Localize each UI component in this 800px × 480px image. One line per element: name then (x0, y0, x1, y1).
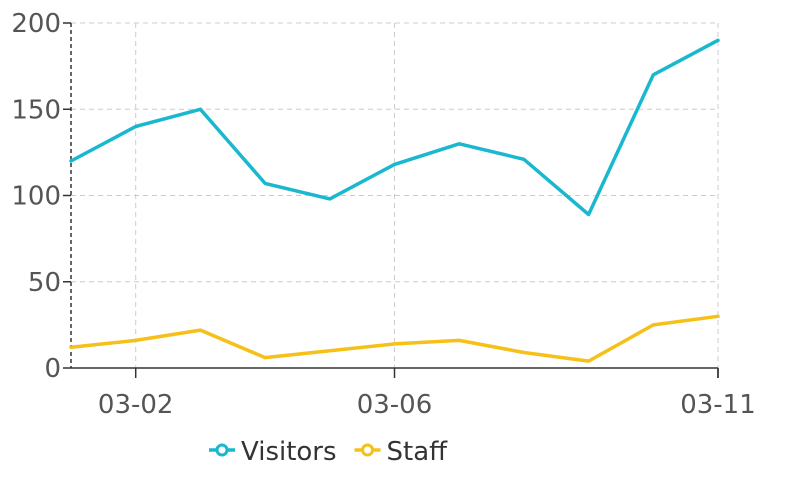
legend-item-staff[interactable]: Staff (354, 437, 449, 467)
legend-label: Visitors (241, 437, 337, 467)
y-tick-label: 150 (11, 95, 61, 125)
y-tick-label: 100 (11, 182, 61, 212)
grid (71, 22, 719, 368)
series-line-visitors (69, 38, 720, 217)
legend-swatch-marker (361, 443, 375, 457)
axes: 0 50 100 150 200 03-02 03-06 03-11 (11, 9, 755, 420)
legend-item-visitors[interactable]: Visitors (209, 437, 337, 467)
series-line-staff (69, 314, 720, 363)
legend[interactable]: Visitors Staff (209, 437, 448, 467)
x-tick-label: 03-11 (680, 390, 756, 420)
x-tick-label: 03-06 (357, 390, 433, 420)
y-tick-label: 50 (28, 268, 61, 298)
legend-swatch-marker (215, 443, 229, 457)
x-tick-label: 03-02 (98, 390, 174, 420)
series-lines (69, 38, 720, 363)
legend-label: Staff (387, 437, 449, 467)
y-tick-label: 0 (44, 354, 61, 384)
y-tick-label: 200 (11, 9, 61, 39)
